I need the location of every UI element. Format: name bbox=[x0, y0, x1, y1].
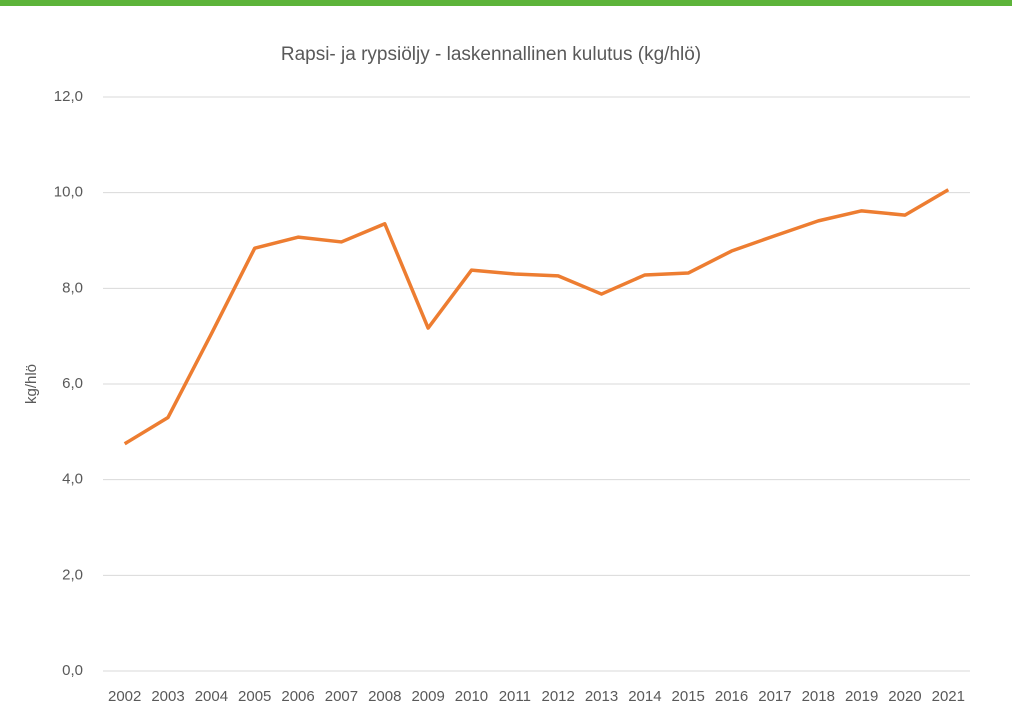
x-tick-label: 2005 bbox=[238, 688, 271, 705]
y-tick-label: 6,0 bbox=[62, 375, 83, 392]
y-tick-label: 12,0 bbox=[54, 88, 83, 105]
chart-title: Rapsi- ja rypsiöljy - laskennallinen kul… bbox=[281, 44, 701, 65]
x-tick-label: 2020 bbox=[888, 688, 921, 705]
x-tick-label: 2002 bbox=[108, 688, 141, 705]
top-bar bbox=[0, 0, 1012, 6]
x-tick-label: 2013 bbox=[585, 688, 618, 705]
y-axis-label: kg/hlö bbox=[23, 364, 40, 404]
y-tick-label: 8,0 bbox=[62, 279, 83, 296]
x-tick-label: 2006 bbox=[281, 688, 314, 705]
x-tick-label: 2012 bbox=[541, 688, 574, 705]
data-line bbox=[123, 188, 950, 446]
x-tick-label: 2016 bbox=[715, 688, 748, 705]
x-tick-label: 2014 bbox=[628, 688, 661, 705]
x-tick-label: 2021 bbox=[932, 688, 965, 705]
x-tick-label: 2011 bbox=[499, 688, 531, 705]
y-tick-label: 10,0 bbox=[54, 184, 83, 201]
x-tick-label: 2009 bbox=[411, 688, 444, 705]
x-tick-label: 2007 bbox=[325, 688, 358, 705]
y-tick-label: 4,0 bbox=[62, 471, 83, 488]
x-tick-label: 2004 bbox=[195, 688, 228, 705]
x-tick-label: 2008 bbox=[368, 688, 401, 705]
y-tick-label: 0,0 bbox=[62, 662, 83, 679]
y-tick-label: 2,0 bbox=[62, 566, 83, 583]
x-tick-label: 2017 bbox=[758, 688, 791, 705]
x-tick-label: 2019 bbox=[845, 688, 878, 705]
x-tick-label: 2010 bbox=[455, 688, 488, 705]
x-tick-label: 2003 bbox=[151, 688, 184, 705]
x-tick-label: 2018 bbox=[802, 688, 835, 705]
x-tick-label: 2015 bbox=[672, 688, 705, 705]
